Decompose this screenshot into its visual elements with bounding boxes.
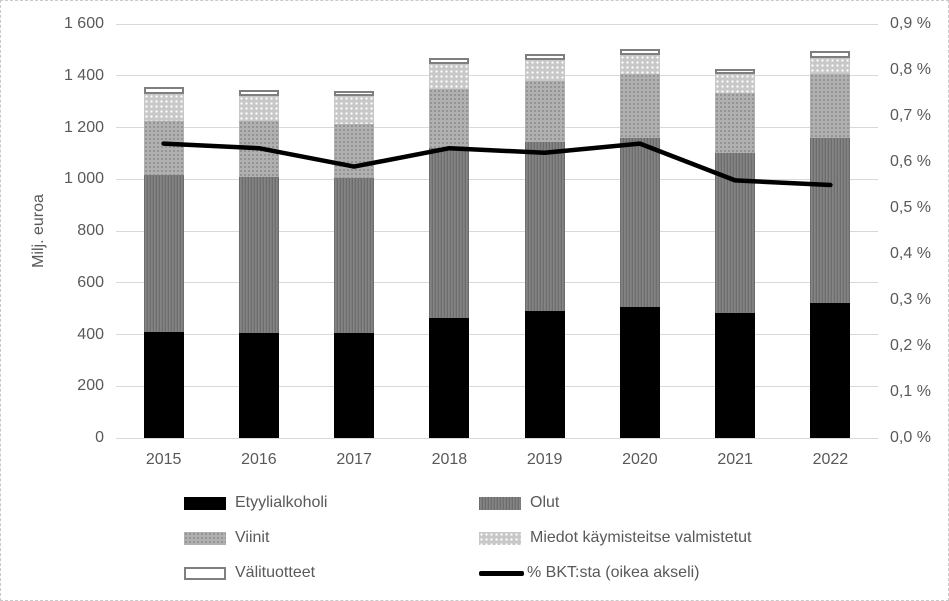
left-axis-tick: 1 000 <box>63 170 104 188</box>
bar-segment-olut <box>334 177 375 334</box>
legend-label: Etyylialkoholi <box>235 494 328 511</box>
x-axis-label: 2021 <box>717 451 753 468</box>
right-axis-tick: 0,5 % <box>890 199 931 216</box>
grid-line <box>116 230 878 232</box>
left-axis-tick: 1 600 <box>63 15 104 32</box>
bar-segment-etyylialkoholi <box>334 333 375 438</box>
bar-segment-v-lituotteet <box>524 53 565 61</box>
left-axis-tick: 200 <box>77 377 104 395</box>
bar-segment-etyylialkoholi <box>429 317 470 438</box>
bar-segment-v-lituotteet <box>619 48 660 56</box>
grid-line <box>116 437 878 439</box>
legend-label: Olut <box>530 494 560 511</box>
bar-segment-miedot-k-ymisteitse-valmistetut <box>715 74 756 93</box>
grid-line <box>116 23 878 25</box>
bar-segment-olut <box>715 153 756 313</box>
legend-swatch-fill <box>184 496 226 510</box>
grid-line <box>116 75 878 77</box>
bar-segment-miedot-k-ymisteitse-valmistetut <box>429 64 470 89</box>
x-axis-label: 2017 <box>336 451 372 468</box>
bar-segment-olut <box>810 137 851 304</box>
legend-swatch-fill <box>184 531 226 545</box>
x-axis-label: 2016 <box>241 451 277 468</box>
bar-segment-etyylialkoholi <box>810 303 851 438</box>
legend-item-v-lituotteet: Välituotteet <box>184 561 315 585</box>
legend-swatch-fill <box>479 531 521 545</box>
bar-segment-v-lituotteet <box>810 51 851 58</box>
right-axis-tick: 0,6 % <box>890 153 931 170</box>
x-axis-label: 2018 <box>431 451 468 468</box>
bar-segment-viinit <box>619 74 660 138</box>
grid-line <box>116 334 878 335</box>
left-axis-tick: 0 <box>95 429 104 446</box>
x-axis-label: 2022 <box>812 451 849 468</box>
left-axis-tick: 800 <box>77 222 104 239</box>
right-axis-tick: 0,1 % <box>890 383 931 400</box>
right-axis-tick: 0,7 % <box>890 107 931 124</box>
x-axis-label: 2020 <box>622 451 658 468</box>
left-axis-tick: 1 400 <box>63 66 104 84</box>
bar-segment-viinit <box>810 74 851 138</box>
bar-segment-olut <box>143 175 184 332</box>
x-axis-label: 2019 <box>526 451 563 468</box>
bar-segment-viinit <box>715 92 756 154</box>
bar-segment-viinit <box>524 80 565 142</box>
legend-item-etyylialkoholi: Etyylialkoholi <box>184 491 327 515</box>
legend-label: Välituotteet <box>235 564 316 581</box>
bar-segment-olut <box>429 148 470 318</box>
bar-segment-v-lituotteet <box>715 69 756 75</box>
right-axis-tick: 0,2 % <box>890 337 931 354</box>
bar-segment-viinit <box>334 123 375 178</box>
bar-segment-viinit <box>238 121 279 177</box>
bar-segment-miedot-k-ymisteitse-valmistetut <box>334 96 375 124</box>
left-axis-tick: 400 <box>77 325 104 343</box>
right-axis-tick: 0,8 % <box>890 61 931 78</box>
bar-segment-v-lituotteet <box>238 89 279 97</box>
bar-segment-v-lituotteet <box>334 91 375 97</box>
bar-segment-miedot-k-ymisteitse-valmistetut <box>619 55 660 75</box>
left-axis-tick: 600 <box>77 273 104 291</box>
bar-segment-miedot-k-ymisteitse-valmistetut <box>524 60 565 81</box>
right-axis-tick: 0,9 % <box>890 15 931 32</box>
right-axis-tick: 0,0 % <box>890 429 931 446</box>
grid-line <box>116 178 878 180</box>
legend-label: % BKT:sta (oikea akseli) <box>527 564 700 581</box>
bar-segment-olut <box>238 176 279 334</box>
legend-label: Viinit <box>235 529 270 546</box>
legend-swatch-fill <box>479 496 521 510</box>
legend-item--bkt-sta-oikea-akseli-: % BKT:sta (oikea akseli) <box>479 561 700 585</box>
legend-item-miedot-k-ymisteitse-valmistetut: Miedot käymisteitse valmistetut <box>479 526 751 550</box>
grid-line <box>116 385 878 387</box>
legend-item-olut: Olut <box>479 491 559 515</box>
bar-segment-olut <box>524 141 565 312</box>
legend-label: Miedot käymisteitse valmistetut <box>530 529 752 546</box>
bar-segment-etyylialkoholi <box>619 307 660 438</box>
bar-segment-etyylialkoholi <box>524 311 565 438</box>
grid-line <box>116 282 878 284</box>
bar-segment-olut <box>619 137 660 308</box>
bar-segment-viinit <box>143 121 184 176</box>
bar-segment-miedot-k-ymisteitse-valmistetut <box>810 57 851 75</box>
bar-segment-etyylialkoholi <box>238 333 279 438</box>
right-axis-tick: 0,4 % <box>890 245 931 262</box>
legend-swatch-line <box>479 570 524 576</box>
grid-line <box>116 127 878 128</box>
bar-segment-etyylialkoholi <box>715 312 756 438</box>
right-axis-tick: 0,3 % <box>890 291 931 308</box>
legend-swatch-fill <box>184 566 226 580</box>
left-axis-tick: 1 200 <box>63 118 104 136</box>
bar-segment-viinit <box>429 88 470 149</box>
bar-segment-v-lituotteet <box>143 87 184 94</box>
bar-segment-miedot-k-ymisteitse-valmistetut <box>238 96 279 122</box>
legend-item-viinit: Viinit <box>184 526 269 550</box>
bar-segment-miedot-k-ymisteitse-valmistetut <box>143 93 184 122</box>
x-axis-label: 2015 <box>145 451 182 468</box>
bar-segment-v-lituotteet <box>429 57 470 65</box>
bar-segment-etyylialkoholi <box>143 331 184 438</box>
